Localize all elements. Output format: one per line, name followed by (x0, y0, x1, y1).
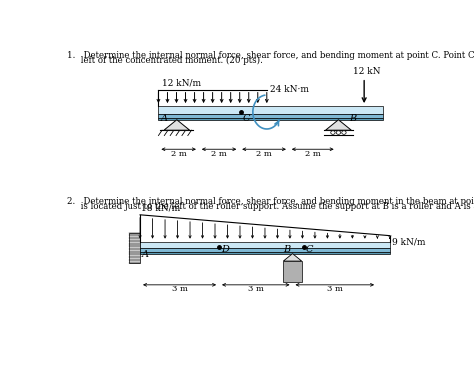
Polygon shape (283, 261, 301, 282)
Text: B: B (283, 245, 291, 254)
Polygon shape (140, 252, 390, 253)
Text: B: B (349, 114, 356, 123)
Text: 2 m: 2 m (171, 150, 186, 158)
Text: 9 kN/m: 9 kN/m (392, 237, 425, 246)
Polygon shape (164, 120, 190, 130)
Text: 2.   Determine the internal normal force, shear force, and bending moment in the: 2. Determine the internal normal force, … (66, 197, 474, 206)
Text: 18 kN/m: 18 kN/m (141, 204, 180, 212)
Circle shape (342, 131, 346, 134)
Polygon shape (129, 233, 140, 262)
Polygon shape (158, 118, 383, 120)
Text: 3 m: 3 m (327, 285, 343, 293)
Text: left of the concentrated moment. (20 pts).: left of the concentrated moment. (20 pts… (66, 56, 263, 65)
Text: 2 m: 2 m (256, 150, 272, 158)
Polygon shape (140, 248, 390, 252)
Text: 12 kN/m: 12 kN/m (162, 78, 201, 87)
Polygon shape (326, 120, 351, 130)
Text: 3 m: 3 m (172, 285, 188, 293)
Text: D: D (221, 245, 229, 254)
Circle shape (331, 131, 335, 134)
Text: 1.   Determine the internal normal force, shear force, and bending moment at poi: 1. Determine the internal normal force, … (66, 51, 474, 60)
Text: A: A (142, 250, 149, 259)
Text: 2 m: 2 m (211, 150, 227, 158)
Text: is located just to the left of the roller support. Assume the support at B is a : is located just to the left of the rolle… (66, 202, 474, 211)
Text: C: C (243, 114, 250, 123)
Text: 3 m: 3 m (248, 285, 264, 293)
Polygon shape (158, 106, 383, 114)
Text: 2 m: 2 m (305, 150, 320, 158)
Circle shape (336, 131, 341, 134)
Polygon shape (158, 114, 383, 118)
Text: 24 kN·m: 24 kN·m (271, 84, 310, 94)
Text: 12 kN: 12 kN (353, 67, 381, 76)
Text: A: A (160, 114, 167, 123)
Polygon shape (283, 253, 301, 261)
Polygon shape (140, 241, 390, 248)
Text: C: C (305, 245, 313, 254)
